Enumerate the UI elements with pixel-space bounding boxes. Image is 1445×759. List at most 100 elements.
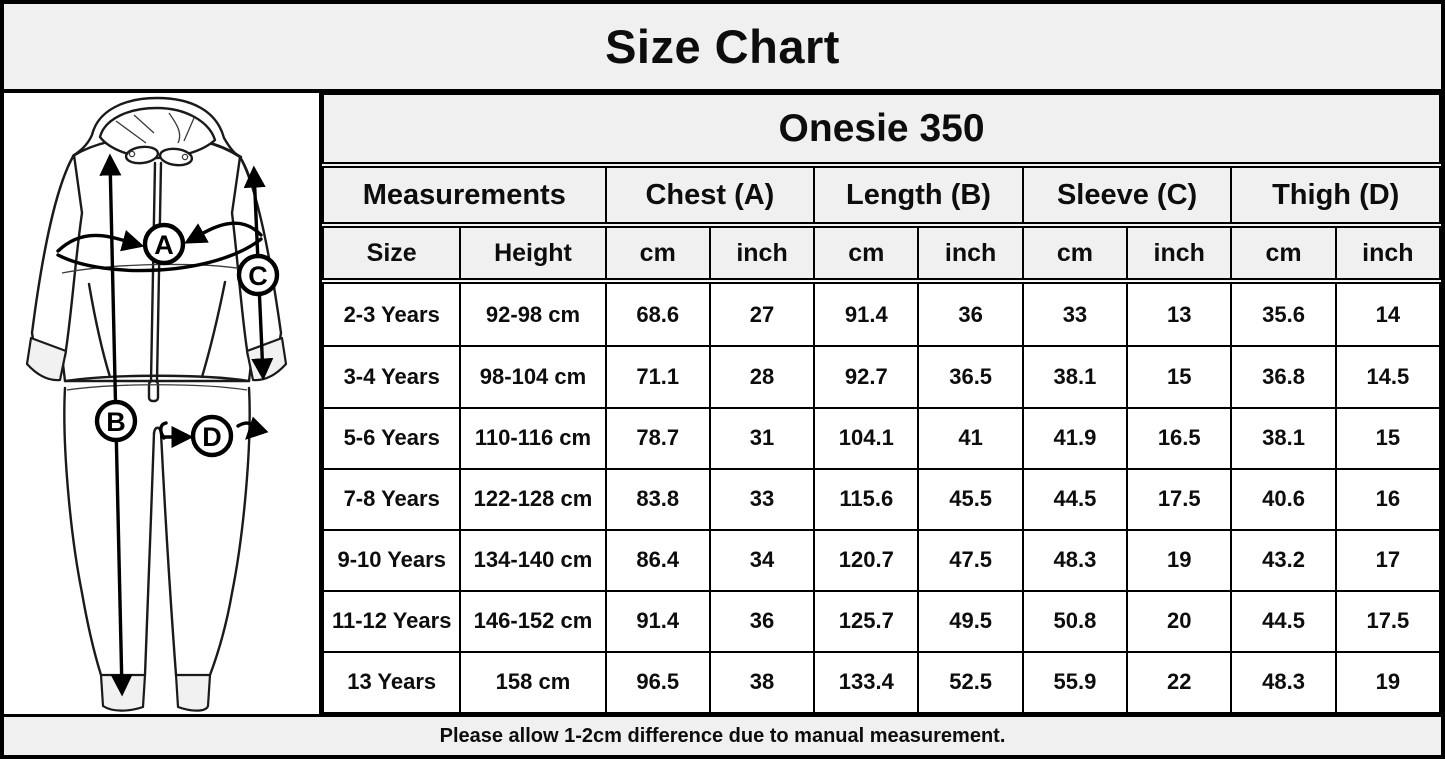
value-cell: 55.9 <box>1021 650 1129 715</box>
value-cell: 78.7 <box>604 406 711 470</box>
value-cell: 17 <box>1334 528 1442 592</box>
onesie-sketch-image: A B C D <box>25 96 288 712</box>
value-cell: 86.4 <box>604 528 711 592</box>
length-label: B <box>106 407 126 437</box>
value-cell: 47.5 <box>917 528 1024 592</box>
chest-label: A <box>154 230 174 260</box>
value-cell: 19 <box>1126 528 1233 592</box>
value-cell: 104.1 <box>813 406 920 470</box>
sleeve-label-badge <box>236 253 280 297</box>
value-cell: 17.5 <box>1334 589 1442 653</box>
thigh-label: D <box>202 422 222 452</box>
value-cell: 36 <box>917 279 1024 348</box>
value-cell: 16.5 <box>1126 406 1233 470</box>
column-header-4: cm <box>813 224 920 284</box>
value-cell: 158 cm <box>459 650 607 715</box>
footer-note: Please allow 1-2cm difference due to man… <box>439 724 1006 747</box>
value-cell: 92.7 <box>813 345 920 409</box>
size-cell: 9-10 Years <box>321 528 462 592</box>
value-cell: 15 <box>1126 345 1233 409</box>
table-row: 7-8 Years 122-128 cm 83.8 33 115.6 45.5 44.5 17… <box>321 467 1442 531</box>
onesie-left-leg <box>63 386 103 677</box>
value-cell: 50.8 <box>1021 589 1129 653</box>
onesie-zipper <box>149 161 163 383</box>
value-cell: 110-116 cm <box>459 406 607 470</box>
value-cell: 36.5 <box>917 345 1024 409</box>
value-cell: 44.5 <box>1230 589 1337 653</box>
value-cell: 45.5 <box>917 467 1024 531</box>
value-cell: 14.5 <box>1334 345 1442 409</box>
sleeve-label: C <box>248 261 268 291</box>
value-cell: 22 <box>1126 650 1233 715</box>
column-header-5: inch <box>917 224 1024 284</box>
size-table-body: 2-3 Years 92-98 cm 68.6 27 91.4 36 33 13 35.6 14 3… <box>321 279 1442 715</box>
size-cell: 5-6 Years <box>321 406 462 470</box>
value-cell: 38.1 <box>1230 406 1337 470</box>
onesie-diagram: A B C D <box>4 93 322 714</box>
value-cell: 44.5 <box>1021 467 1129 531</box>
column-header-3: inch <box>708 224 816 284</box>
value-cell: 91.4 <box>813 279 920 348</box>
page-title: Size Chart <box>605 20 840 73</box>
size-cell: 2-3 Years <box>321 279 462 348</box>
size-table-pane: Onesie 350 Measurements Chest (A) Length (… <box>321 93 1442 715</box>
value-cell: 43.2 <box>1230 528 1337 592</box>
value-cell: 83.8 <box>604 467 711 531</box>
value-cell: 120.7 <box>813 528 920 592</box>
value-cell: 92-98 cm <box>459 279 607 348</box>
value-cell: 19 <box>1334 650 1442 715</box>
table-row: 13 Years 158 cm 96.5 38 133.4 52.5 55.9 22 48.3 1… <box>321 650 1442 715</box>
value-cell: 33 <box>708 467 816 531</box>
value-cell: 49.5 <box>917 589 1024 653</box>
value-cell: 17.5 <box>1126 467 1233 531</box>
value-cell: 146-152 cm <box>459 589 607 653</box>
value-cell: 41 <box>917 406 1024 470</box>
content-area: A B C D Onesie 350 <box>4 93 1442 715</box>
value-cell: 35.6 <box>1230 279 1337 348</box>
value-cell: 52.5 <box>917 650 1024 715</box>
onesie-waistband <box>63 374 251 383</box>
value-cell: 71.1 <box>604 345 711 409</box>
size-cell: 7-8 Years <box>321 467 462 531</box>
value-cell: 115.6 <box>813 467 920 531</box>
table-row: 5-6 Years 110-116 cm 78.7 31 104.1 41 41.9 16.5… <box>321 406 1442 470</box>
column-header-8: cm <box>1230 224 1337 284</box>
column-header-6: cm <box>1021 224 1129 284</box>
value-cell: 31 <box>708 406 816 470</box>
table-row: 2-3 Years 92-98 cm 68.6 27 91.4 36 33 13 35.6 14 <box>321 279 1442 348</box>
value-cell: 68.6 <box>604 279 711 348</box>
group-header-0: Measurements <box>322 164 607 228</box>
size-cell: 13 Years <box>321 650 462 715</box>
column-header-2: cm <box>604 224 711 284</box>
chest-band-curve <box>56 237 263 273</box>
onesie-left-cuff <box>25 336 68 382</box>
group-header-1: Chest (A) <box>604 164 816 228</box>
onesie-right-ankle-cuff <box>174 673 212 712</box>
value-cell: 33 <box>1021 279 1129 348</box>
group-header-row: Measurements Chest (A) Length (B) Sleeve (C… <box>322 164 1442 228</box>
onesie-zipper-pull <box>147 379 160 403</box>
size-table: Onesie 350 Measurements Chest (A) Length (… <box>321 93 1442 715</box>
title-bar: Size Chart <box>4 4 1441 93</box>
value-cell: 125.7 <box>813 589 920 653</box>
chest-label-badge <box>142 222 186 266</box>
table-row: 9-10 Years 134-140 cm 86.4 34 120.7 47.5 48.3 1… <box>321 528 1442 592</box>
value-cell: 38.1 <box>1021 345 1129 409</box>
column-header-9: inch <box>1334 224 1442 284</box>
value-cell: 34 <box>708 528 816 592</box>
value-cell: 40.6 <box>1230 467 1337 531</box>
length-label-badge <box>94 399 138 443</box>
value-cell: 133.4 <box>813 650 920 715</box>
value-cell: 48.3 <box>1021 528 1129 592</box>
value-cell: 13 <box>1126 279 1233 348</box>
onesie-toggle-right <box>158 147 194 167</box>
group-header-2: Length (B) <box>813 164 1024 228</box>
group-header-4: Thigh (D) <box>1230 164 1442 228</box>
value-cell: 122-128 cm <box>459 467 607 531</box>
table-row: 3-4 Years 98-104 cm 71.1 28 92.7 36.5 38.1 15 36… <box>321 345 1442 409</box>
column-header-7: inch <box>1126 224 1233 284</box>
onesie-right-pocket <box>200 280 227 379</box>
value-cell: 98-104 cm <box>459 345 607 409</box>
value-cell: 36 <box>708 589 816 653</box>
